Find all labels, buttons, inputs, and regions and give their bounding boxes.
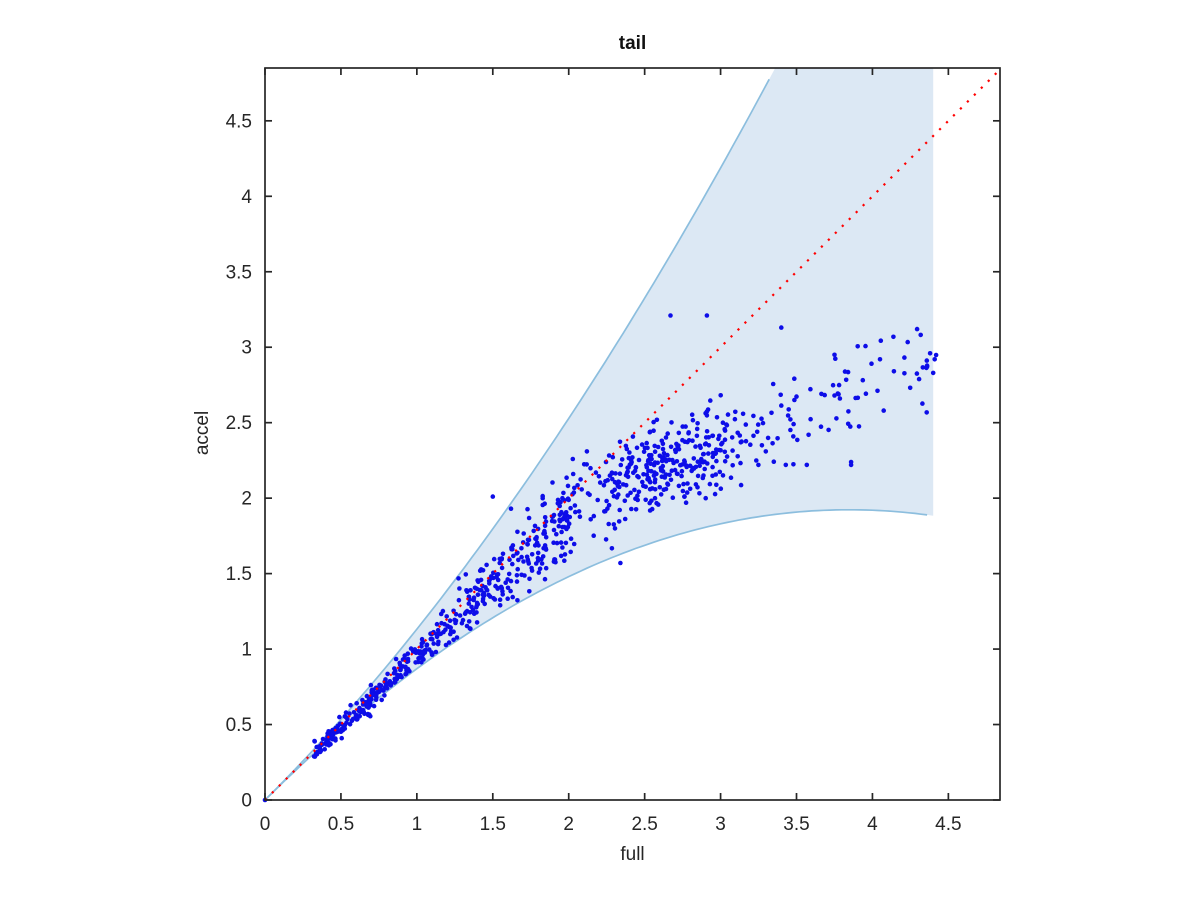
y-tick-label: 0 xyxy=(241,791,252,812)
y-axis-label: accel xyxy=(192,410,213,456)
x-tick-label: 1.5 xyxy=(480,814,506,835)
y-tick-label: 3.5 xyxy=(226,262,252,283)
y-tick-label: 2 xyxy=(241,489,252,510)
y-tick-label: 2.5 xyxy=(226,413,252,434)
x-tick-label: 0 xyxy=(260,814,271,835)
y-tick-label: 4.5 xyxy=(226,111,252,132)
x-tick-label: 0.5 xyxy=(328,814,354,835)
y-tick-label: 3 xyxy=(241,338,252,359)
y-tick-label: 1 xyxy=(241,640,252,661)
axes-box: 0 0.5 1 1.5 2 2.5 3 3.5 4 4.5 0 0.5 1 1.5 2 2.5 3 3.5 4 4.5 xyxy=(226,67,1001,835)
y-tick-label: 0.5 xyxy=(226,715,252,736)
confidence-band xyxy=(264,68,934,801)
x-tick-label: 4 xyxy=(867,814,878,835)
x-tick-label: 3.5 xyxy=(783,814,809,835)
scatter-points xyxy=(262,313,939,803)
chart-title: tail xyxy=(618,33,647,54)
x-tick-label: 2 xyxy=(563,814,574,835)
band-upper-edge xyxy=(264,78,770,801)
x-tick-label: 4.5 xyxy=(935,814,961,835)
x-tick-label: 2.5 xyxy=(631,814,657,835)
y-tick-label: 1.5 xyxy=(226,564,252,585)
x-axis-label: full xyxy=(620,844,645,865)
x-tick-label: 1 xyxy=(412,814,423,835)
y-tick-label: 4 xyxy=(241,187,252,208)
identity-line xyxy=(264,68,1001,801)
x-tick-label: 3 xyxy=(715,814,726,835)
